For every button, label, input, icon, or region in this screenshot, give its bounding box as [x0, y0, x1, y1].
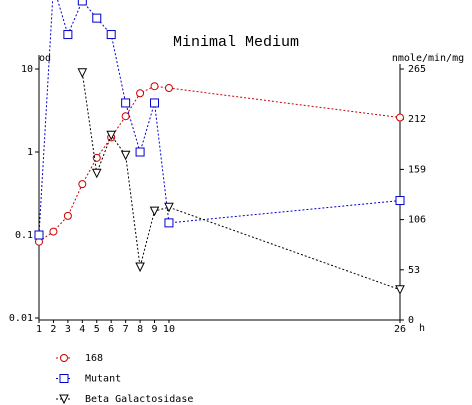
- data-point: [150, 82, 159, 91]
- legend-marker: [59, 374, 69, 383]
- y2-tick-label: 212: [408, 114, 426, 125]
- data-point: [150, 98, 160, 108]
- data-point: [92, 153, 101, 162]
- data-point: [135, 262, 145, 273]
- legend-marker: [59, 394, 69, 405]
- data-point: [121, 112, 130, 121]
- data-point: [121, 98, 131, 108]
- legend-label: 168: [85, 353, 103, 364]
- data-point: [77, 0, 87, 6]
- data-point: [395, 196, 405, 206]
- legend-label: Mutant: [85, 374, 121, 385]
- data-point: [136, 89, 145, 98]
- x-tick-label: 5: [94, 324, 100, 335]
- data-point: [63, 211, 72, 220]
- data-point: [77, 68, 88, 78]
- y2-tick-label: 0: [408, 315, 414, 326]
- y2-tick-label: 159: [408, 164, 426, 175]
- x-axis-label: h: [419, 323, 425, 334]
- data-point: [106, 130, 117, 141]
- x-tick-label: 7: [123, 324, 129, 335]
- y2-tick-label: 106: [408, 215, 426, 226]
- data-point: [135, 147, 145, 157]
- y-tick-label: 0.1: [15, 230, 33, 241]
- data-point: [396, 113, 404, 122]
- y2-axis-label: nmole/min/mg: [392, 53, 464, 64]
- data-point: [164, 84, 173, 93]
- x-tick-label: 4: [79, 324, 85, 335]
- x-tick-label: 6: [108, 324, 114, 335]
- legend-marker: [60, 354, 68, 362]
- y-tick-label: 1: [27, 147, 33, 158]
- y2-tick-label: 265: [408, 64, 426, 75]
- data-point: [34, 230, 44, 240]
- data-point: [149, 206, 160, 217]
- x-tick-label: 10: [163, 324, 175, 335]
- x-tick-label: 1: [36, 324, 42, 335]
- x-tick-label: 2: [50, 324, 56, 335]
- data-point: [92, 13, 102, 23]
- y2-tick-label: 53: [408, 265, 420, 276]
- data-point: [164, 202, 174, 213]
- x-tick-label: 9: [152, 324, 158, 335]
- data-point: [164, 218, 174, 228]
- chart-title: Minimal Medium: [173, 34, 299, 51]
- data-point: [63, 30, 73, 40]
- data-point: [120, 150, 131, 161]
- series-line: [81, 72, 401, 291]
- data-point: [106, 30, 116, 40]
- legend-label: Beta Galactosidase: [85, 394, 193, 405]
- x-tick-label: 8: [137, 324, 143, 335]
- data-point: [49, 227, 58, 236]
- data-point: [91, 168, 102, 179]
- data-point: [395, 285, 405, 295]
- y-tick-label: 0.01: [9, 313, 33, 324]
- x-tick-label: 26: [394, 324, 406, 335]
- y-axis-label: od: [39, 53, 51, 64]
- data-point: [78, 180, 87, 189]
- y-tick-label: 10: [21, 64, 33, 75]
- x-tick-label: 3: [65, 324, 71, 335]
